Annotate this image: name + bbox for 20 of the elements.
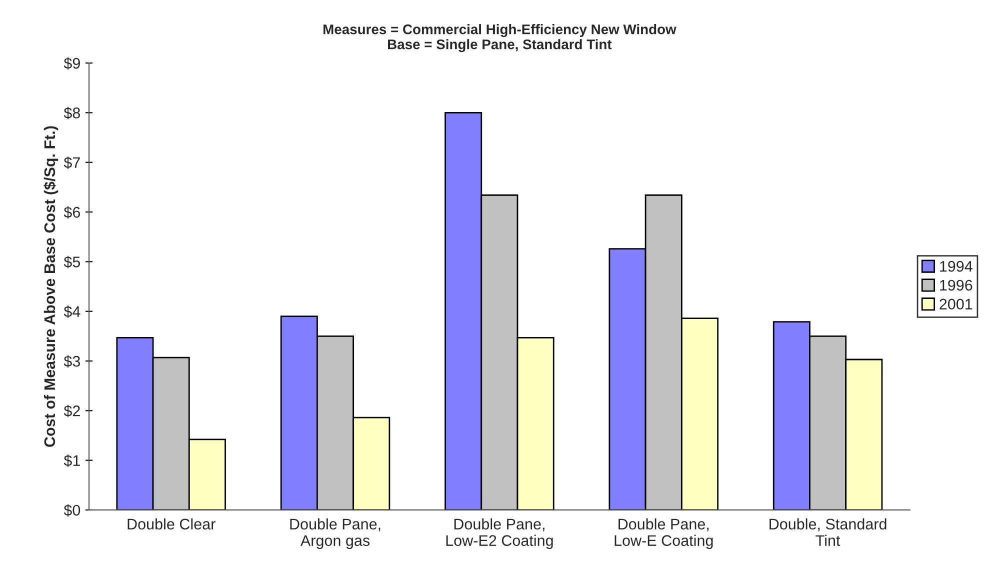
y-tick-label: $0	[64, 504, 80, 517]
y-tick-label: $3	[64, 355, 80, 368]
y-tick-label: $9	[64, 57, 80, 70]
y-tick-label: $8	[64, 106, 80, 120]
x-tick-label: Double Pane, Argon gas	[290, 518, 380, 549]
y-tick-label: $7	[64, 156, 80, 169]
y-tick-label: $1	[64, 454, 80, 467]
y-tick-label: $6	[64, 206, 80, 219]
legend-label: 1996	[940, 280, 972, 291]
chart-title: Measures = Commercial High-Efficiency New Window Base = Single Pane, Standard Tint	[324, 24, 676, 52]
x-tick-label: Double Pane, Low-E2 Coating	[446, 518, 553, 549]
x-tick-label: Double, Standard Tint	[770, 518, 886, 546]
y-axis-title: Cost of Measure Above Base Cost ($/Sq. Ft.)	[44, 126, 58, 447]
legend-label: 2001	[940, 298, 972, 310]
legend-label: 1994	[940, 260, 972, 272]
x-tick-label: Double Clear	[128, 518, 216, 530]
y-tick-label: $4	[64, 306, 80, 318]
x-tick-label: Double Pane, Low-E Coating	[614, 518, 713, 549]
y-tick-label: $2	[64, 404, 80, 418]
y-tick-label: $5	[64, 256, 80, 268]
